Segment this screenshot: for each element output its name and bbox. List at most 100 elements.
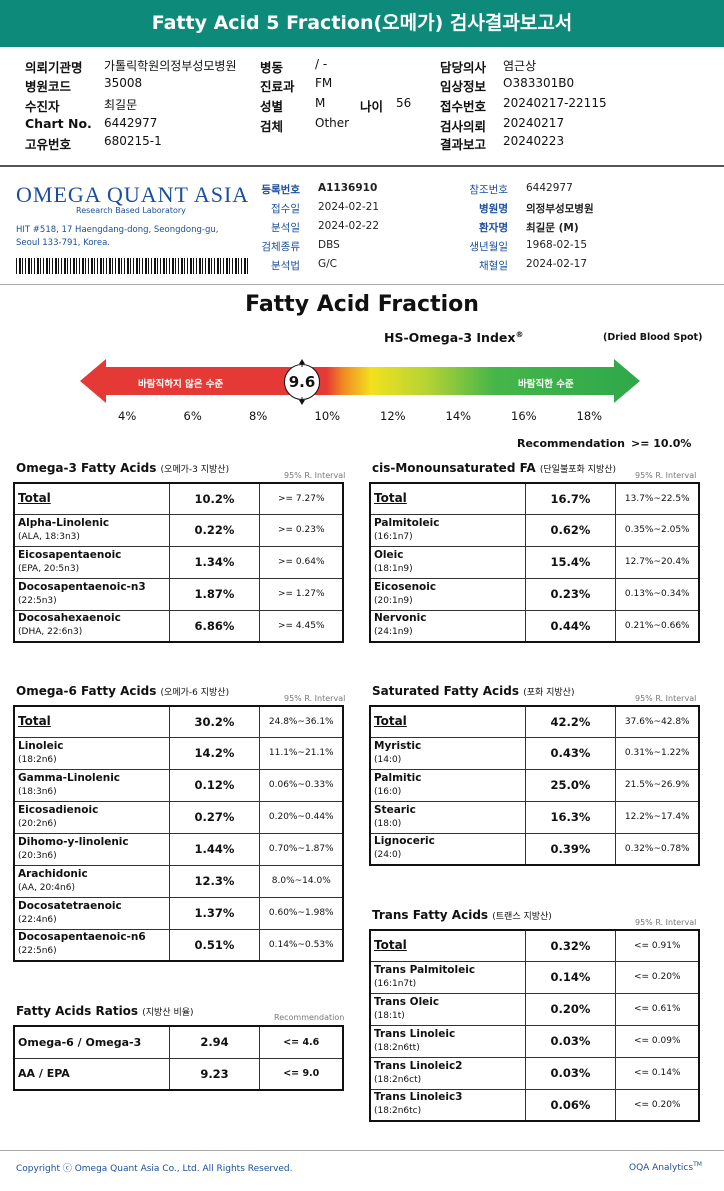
lab-address-line2: Seoul 133-791, Korea.	[16, 238, 110, 248]
acid-notation: (22:5n6)	[18, 946, 57, 957]
row-value: 16.3%	[524, 800, 616, 834]
patient-name-value: 최길문 (M)	[526, 222, 579, 234]
row-value: 0.23%	[524, 577, 616, 611]
acid-notation: (18:3n6)	[18, 786, 57, 797]
table-row: Total 16.7% 13.7%~22.5%	[369, 482, 700, 515]
row-name: Trans Linoleic3 (18:2n6tc)	[369, 1088, 526, 1122]
table-row: Total 10.2% >= 7.27%	[13, 482, 344, 515]
acid-name: Eicosadienoic	[18, 803, 99, 816]
method-value: G/C	[318, 258, 338, 270]
acid-name: Docosapentaenoic-n3	[18, 580, 146, 593]
row-range: >= 1.27%	[258, 577, 344, 611]
undesirable-level-label: 바람직하지 않은 수준	[138, 379, 224, 390]
acid-name: Lignoceric	[374, 835, 435, 848]
trans-title-text: Trans Fatty Acids	[372, 908, 489, 922]
age-label: 나이	[360, 99, 384, 114]
divider	[0, 1150, 724, 1151]
copyright: Copyright ⓒ Omega Quant Asia Co., Ltd. A…	[16, 1164, 293, 1174]
specimen-value: Other	[315, 116, 350, 130]
row-name: Eicosadienoic (20:2n6)	[13, 800, 170, 834]
recommendation-value: >= 10.0%	[631, 437, 692, 450]
index-title-text: HS-Omega-3 Index	[384, 330, 516, 346]
table-row: Eicosenoic (20:1n9) 0.23% 0.13%~0.34%	[369, 577, 700, 611]
row-name: Myristic (14:0)	[369, 736, 526, 770]
omega3-table: Total 10.2% >= 7.27% Alpha-Linolenic (ALA, 1…	[13, 482, 344, 643]
acid-name: Arachidonic	[18, 867, 88, 880]
acid-name: Total	[374, 491, 407, 506]
row-range: 0.35%~2.05%	[614, 513, 700, 547]
lab-address-line1: HIT #518, 17 Haengdang-dong, Seongdong-g…	[16, 225, 219, 235]
received-label: 접수일	[271, 203, 300, 215]
row-range: >= 0.23%	[258, 513, 344, 547]
acid-notation: (16:0)	[374, 786, 402, 797]
clinical-info-value: O383301B0	[503, 76, 575, 90]
acid-notation: (24:1n9)	[374, 627, 413, 638]
row-range: 12.7%~20.4%	[614, 545, 700, 579]
row-value: 25.0%	[524, 768, 616, 802]
hospital-name-value: 의정부성모병원	[526, 203, 594, 215]
collected-value: 2024-02-17	[526, 258, 588, 270]
acid-name: Gamma-Linolenic	[18, 771, 121, 784]
table-row: Total 30.2% 24.8%~36.1%	[13, 705, 344, 738]
row-name: Trans Linoleic (18:2n6tt)	[369, 1024, 526, 1058]
row-name: Linoleic (18:2n6)	[13, 736, 170, 770]
row-value: 0.32%	[524, 929, 616, 962]
sample-type-value: DBS	[318, 239, 340, 251]
row-value: 0.03%	[524, 1056, 616, 1090]
hospital-value: 가톨릭학원의정부성모병원	[104, 59, 237, 73]
acid-name: Docosapentaenoic-n6	[18, 931, 146, 944]
report-date-label: 결과보고	[440, 137, 487, 152]
acid-notation: (22:4n6)	[18, 914, 57, 925]
row-name: Eicosapentaenoic (EPA, 20:5n3)	[13, 545, 170, 579]
acid-notation: (18:1t)	[374, 1010, 405, 1021]
table-row: Oleic (18:1n9) 15.4% 12.7%~20.4%	[369, 545, 700, 579]
table-row: Eicosadienoic (20:2n6) 0.27% 0.20%~0.44%	[13, 800, 344, 834]
row-name: Nervonic (24:1n9)	[369, 609, 526, 643]
omega6-ri-header: 95% R. Interval	[284, 694, 346, 703]
birth-value: 1968-02-15	[526, 239, 588, 251]
acid-notation: (ALA, 18:3n3)	[18, 531, 80, 542]
trans-ri-header: 95% R. Interval	[635, 918, 697, 927]
acid-name: Eicosenoic	[374, 580, 437, 593]
row-range: 24.8%~36.1%	[258, 705, 344, 738]
row-value: 10.2%	[168, 482, 260, 515]
collector-label: 수진자	[25, 99, 60, 114]
doctor-value: 염근상	[503, 59, 537, 73]
score-pointer-icon	[299, 359, 305, 405]
ref-no-value: 6442977	[526, 182, 573, 194]
mono-title: cis-Monounsaturated FA (단일불포화 지방산)	[372, 461, 616, 475]
row-name: Docosatetraenoic (22:4n6)	[13, 896, 170, 930]
mono-table: Total 16.7% 13.7%~22.5% Palmitoleic (16:1n7)…	[369, 482, 700, 643]
mono-title-text: cis-Monounsaturated FA	[372, 461, 536, 475]
omega3-title: Omega-3 Fatty Acids (오메가-3 지방산)	[16, 461, 229, 475]
hospital-code-value: 35008	[104, 76, 143, 90]
row-range: 0.06%~0.33%	[258, 768, 344, 802]
row-value: 2.94	[168, 1025, 260, 1059]
hospital-name-label: 병원명	[479, 203, 508, 215]
table-row: Nervonic (24:1n9) 0.44% 0.21%~0.66%	[369, 609, 700, 643]
row-name: Gamma-Linolenic (18:3n6)	[13, 768, 170, 802]
index-scale-arrow	[80, 359, 640, 403]
row-value: 1.37%	[168, 896, 260, 930]
row-name: Oleic (18:1n9)	[369, 545, 526, 579]
table-row: Dihomo-y-linolenic (20:3n6) 1.44% 0.70%~1.8…	[13, 832, 344, 866]
sample-type-label: 검체종류	[261, 241, 300, 253]
specimen-label: 검체	[260, 119, 284, 134]
row-range: >= 7.27%	[258, 482, 344, 515]
row-range: 8.0%~14.0%	[258, 864, 344, 898]
row-range: <= 0.20%	[614, 1088, 700, 1122]
table-row: Total 42.2% 37.6%~42.8%	[369, 705, 700, 738]
table-row: Docosapentaenoic-n6 (22:5n6) 0.51% 0.14%~0.…	[13, 928, 344, 962]
row-range: >= 4.45%	[258, 609, 344, 643]
table-row: Total 0.32% <= 0.91%	[369, 929, 700, 962]
footer-brand: OQA AnalyticsTM	[629, 1161, 702, 1173]
lab-logo-subtitle: Research Based Laboratory	[76, 206, 186, 215]
row-value: 0.06%	[524, 1088, 616, 1122]
row-value: 0.62%	[524, 513, 616, 547]
table-row: Trans Linoleic2 (18:2n6ct) 0.03% <= 0.14%	[369, 1056, 700, 1090]
row-range: 0.13%~0.34%	[614, 577, 700, 611]
omega6-title-text: Omega-6 Fatty Acids	[16, 684, 157, 698]
scale-tick-label: 6%	[183, 409, 202, 423]
analyzed-label: 분석일	[271, 222, 300, 234]
doctor-label: 담당의사	[440, 60, 487, 75]
